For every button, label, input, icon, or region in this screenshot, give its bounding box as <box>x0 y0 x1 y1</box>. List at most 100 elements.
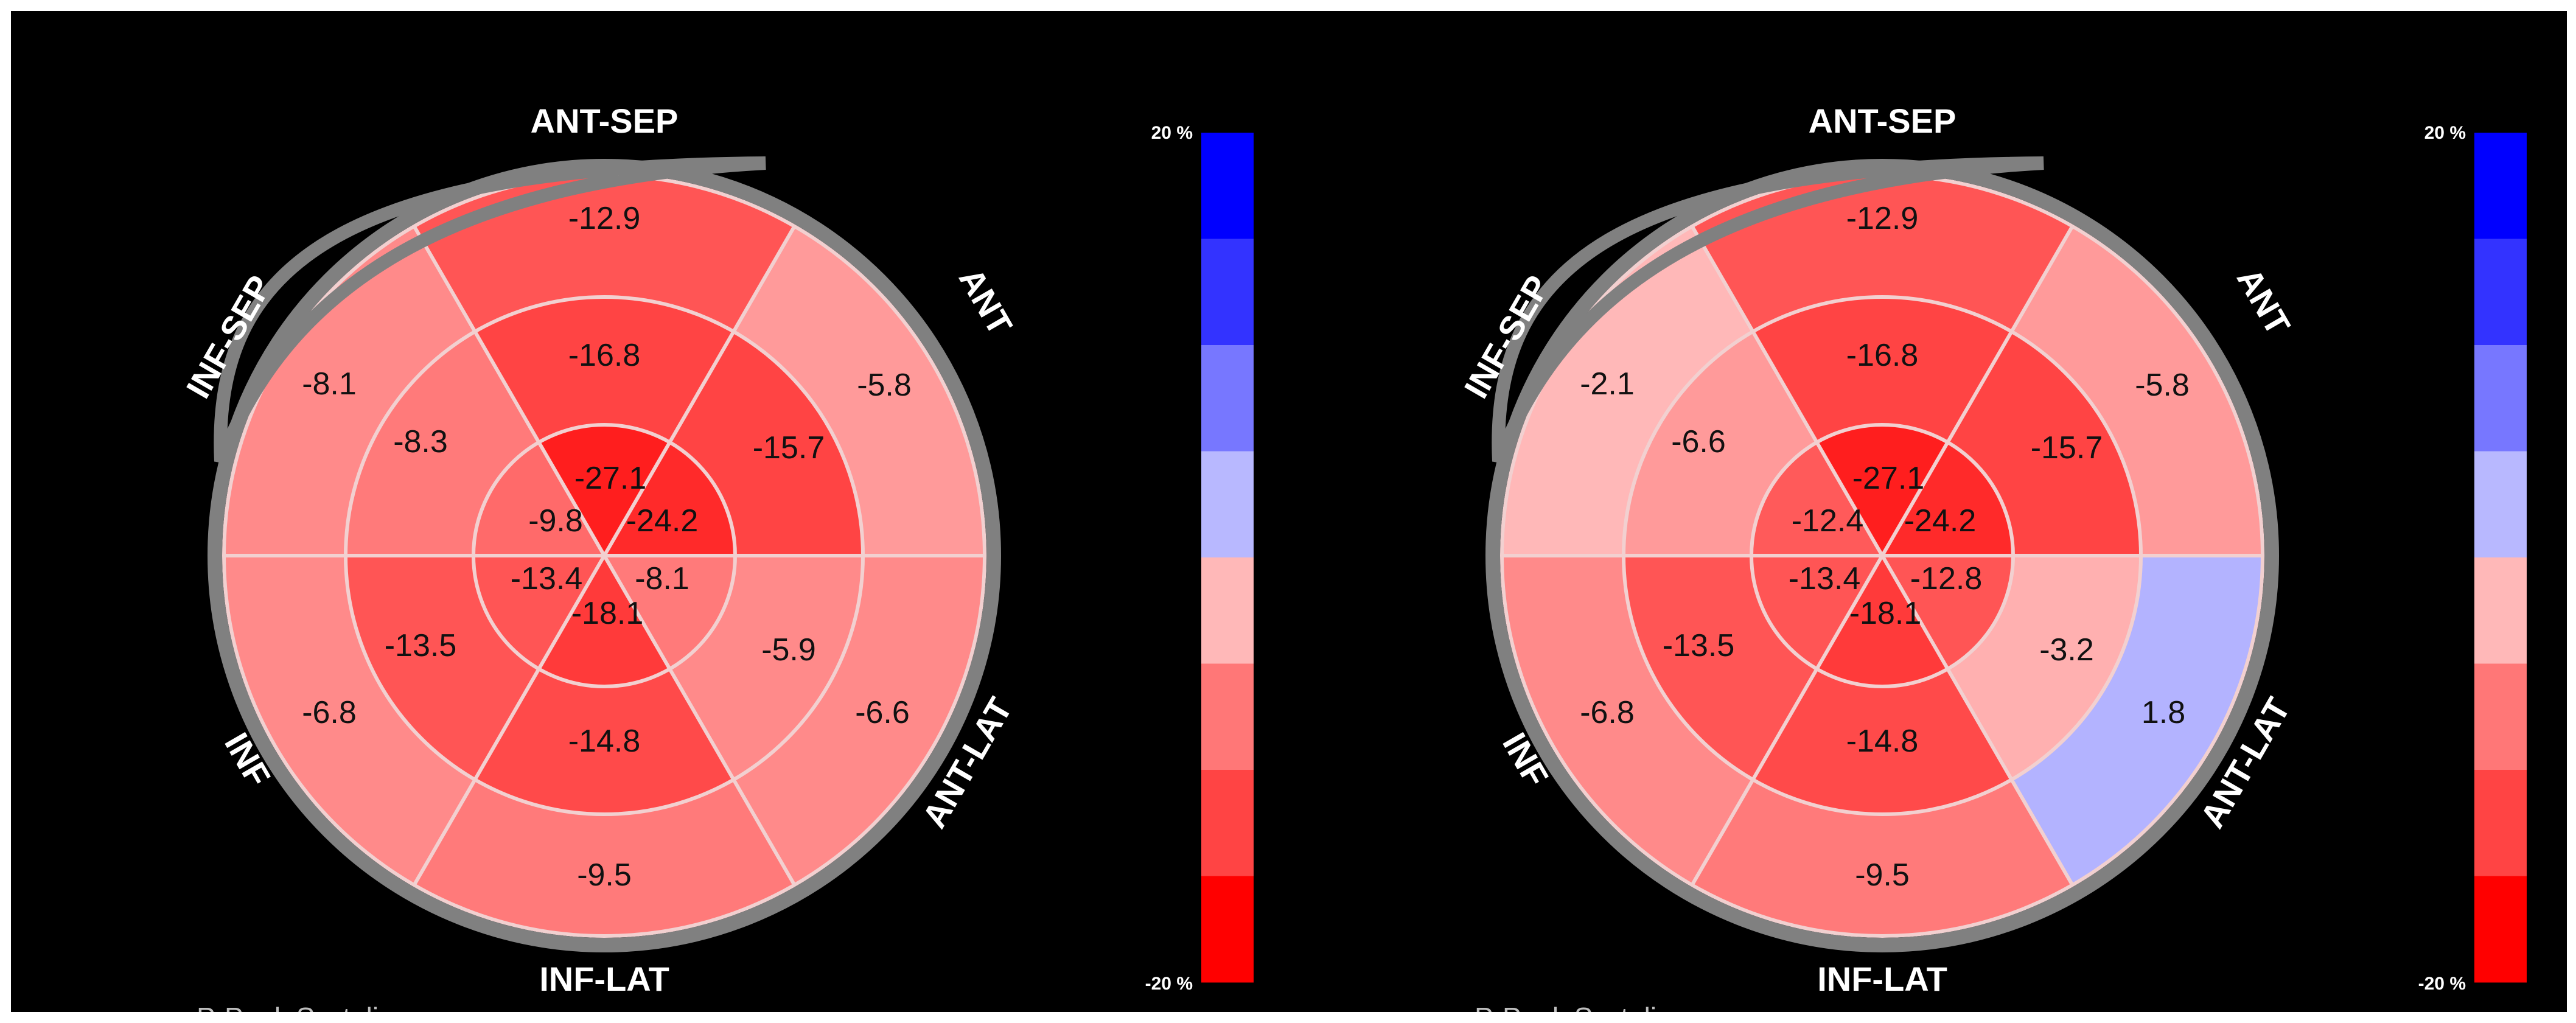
scale-band <box>2474 663 2527 770</box>
region-label-ant: ANT <box>952 262 1020 341</box>
scale-max-label: 20 % <box>2424 123 2466 143</box>
mid-value: -8.3 <box>393 424 448 459</box>
apical-value: -13.4 <box>511 561 583 596</box>
segment-values: -12.9 -5.8 -6.6 -9.5 -6.8 -8.1 -16.8 -15… <box>302 201 912 893</box>
basal-segment <box>1692 175 2073 332</box>
apical-value: -24.2 <box>626 503 699 539</box>
apical-segment <box>539 556 670 686</box>
color-scale-right: 20 % -20 % <box>2418 123 2527 994</box>
mid-value: -14.8 <box>1846 724 1919 759</box>
basal-value: -8.1 <box>302 366 357 402</box>
basal-value: -6.8 <box>1580 695 1635 730</box>
apical-value: -27.1 <box>1852 461 1925 496</box>
basal-segment <box>224 226 475 556</box>
apical-value: -18.1 <box>571 596 644 631</box>
basal-segment <box>1502 556 1753 885</box>
scale-band <box>1201 239 1254 346</box>
basal-value: -5.8 <box>857 368 912 403</box>
scale-bands <box>1201 133 1254 983</box>
scale-band <box>1201 451 1254 558</box>
segment-fills <box>223 175 985 936</box>
mid-segment <box>1753 297 2012 442</box>
mid-value: -14.8 <box>568 724 641 759</box>
basal-segment <box>2011 556 2263 885</box>
mid-value: -15.7 <box>753 430 825 466</box>
bullseye-figure: -12.9 -5.8 -6.6 -9.5 -6.8 -8.1 -16.8 -15… <box>11 11 2567 1012</box>
basal-segment <box>2011 226 2263 556</box>
scale-min-label: -20 % <box>2418 974 2466 994</box>
basal-segment <box>1502 226 1753 556</box>
apical-value: -12.8 <box>1910 561 1983 596</box>
region-label-inf-lat: INF-LAT <box>539 960 669 998</box>
segment-lines <box>1500 173 2264 938</box>
caption-right: P-Peak Systolic <box>1475 1002 1670 1012</box>
mid-value: -16.8 <box>1846 338 1919 373</box>
mid-segment <box>1947 556 2141 780</box>
basal-value: -9.5 <box>1855 857 1910 893</box>
scale-max-label: 20 % <box>1151 123 1193 143</box>
mid-value: -15.7 <box>2031 430 2103 466</box>
mid-segment <box>475 669 734 814</box>
scale-band <box>1201 663 1254 770</box>
scale-band <box>1201 133 1254 239</box>
apical-value: -8.1 <box>635 561 689 596</box>
mid-segment <box>1753 669 2012 814</box>
scale-min-label: -20 % <box>1145 974 1193 994</box>
basal-segment <box>1692 780 2073 936</box>
basal-value: -6.6 <box>855 695 910 730</box>
apical-segment <box>1817 424 1948 556</box>
mid-segment <box>1947 331 2141 556</box>
basal-segment <box>414 175 795 332</box>
region-label-ant-sep: ANT-SEP <box>1809 102 1956 140</box>
basal-segment <box>733 556 985 885</box>
mid-value: -5.9 <box>761 632 816 668</box>
scale-band <box>2474 770 2527 876</box>
outer-ring <box>208 156 1001 952</box>
scale-bands <box>2474 133 2527 983</box>
scale-band <box>2474 451 2527 558</box>
scale-band <box>1201 557 1254 664</box>
scale-band <box>1201 876 1254 983</box>
apical-value: -13.4 <box>1789 561 1861 596</box>
scale-band <box>2474 876 2527 983</box>
basal-value: -12.9 <box>1846 201 1919 236</box>
basal-value: -12.9 <box>568 201 641 236</box>
apical-segment <box>1817 556 1948 686</box>
apical-segment <box>539 424 670 556</box>
basal-value: -5.8 <box>2135 368 2190 403</box>
segment-values: -12.9 -5.8 1.8 -9.5 -6.8 -2.1 -16.8 -15.… <box>1580 201 2190 893</box>
apical-value: -27.1 <box>574 461 647 496</box>
scale-band <box>1201 345 1254 452</box>
apical-value: -18.1 <box>1849 596 1922 631</box>
scale-band <box>2474 239 2527 346</box>
mid-segment <box>669 331 863 556</box>
basal-segment <box>223 556 475 885</box>
scale-band <box>2474 133 2527 239</box>
outer-ring <box>1485 156 2279 952</box>
basal-value: -9.5 <box>577 857 632 893</box>
scale-band <box>2474 345 2527 452</box>
region-label-ant: ANT <box>2230 262 2298 341</box>
mid-segment <box>346 331 539 556</box>
basal-segment <box>414 780 795 936</box>
polar-map-left: -12.9 -5.8 -6.6 -9.5 -6.8 -8.1 -16.8 -15… <box>179 102 1020 998</box>
mid-value: -3.2 <box>2039 632 2094 668</box>
mid-value: -16.8 <box>568 338 641 373</box>
mid-segment <box>346 556 539 780</box>
color-scale-left: 20 % -20 % <box>1145 123 1254 994</box>
region-label-inf-lat: INF-LAT <box>1817 960 1947 998</box>
mid-segment <box>1624 331 1817 556</box>
basal-value: 1.8 <box>2141 695 2185 730</box>
apical-value: -24.2 <box>1904 503 1977 539</box>
mid-value: -6.6 <box>1671 424 1726 459</box>
region-label-ant-sep: ANT-SEP <box>531 102 679 140</box>
mid-segment <box>1624 556 1817 780</box>
mid-segment <box>475 297 734 442</box>
apical-value: -12.4 <box>1792 503 1864 539</box>
basal-value: -2.1 <box>1580 366 1635 402</box>
mid-segment <box>669 556 863 780</box>
basal-value: -6.8 <box>302 695 357 730</box>
mid-value: -13.5 <box>1663 628 1735 663</box>
scale-band <box>2474 557 2527 664</box>
scale-band <box>1201 770 1254 876</box>
